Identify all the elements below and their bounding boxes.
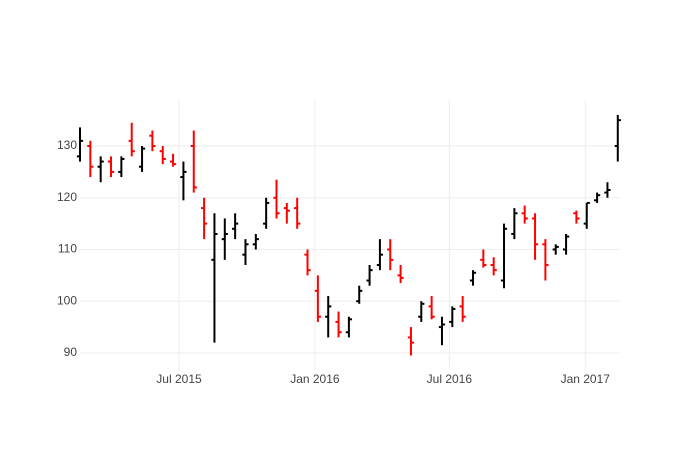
y-tick-label: 130 [57, 138, 77, 152]
y-tick-label: 120 [57, 190, 77, 204]
y-tick-label: 90 [64, 345, 78, 359]
x-tick-label: Jul 2016 [427, 372, 473, 386]
x-tick-label: Jan 2017 [561, 372, 611, 386]
y-tick-label: 110 [58, 242, 77, 256]
x-tick-label: Jan 2016 [290, 372, 340, 386]
x-tick-label: Jul 2015 [156, 372, 202, 386]
y-tick-label: 100 [57, 293, 77, 307]
